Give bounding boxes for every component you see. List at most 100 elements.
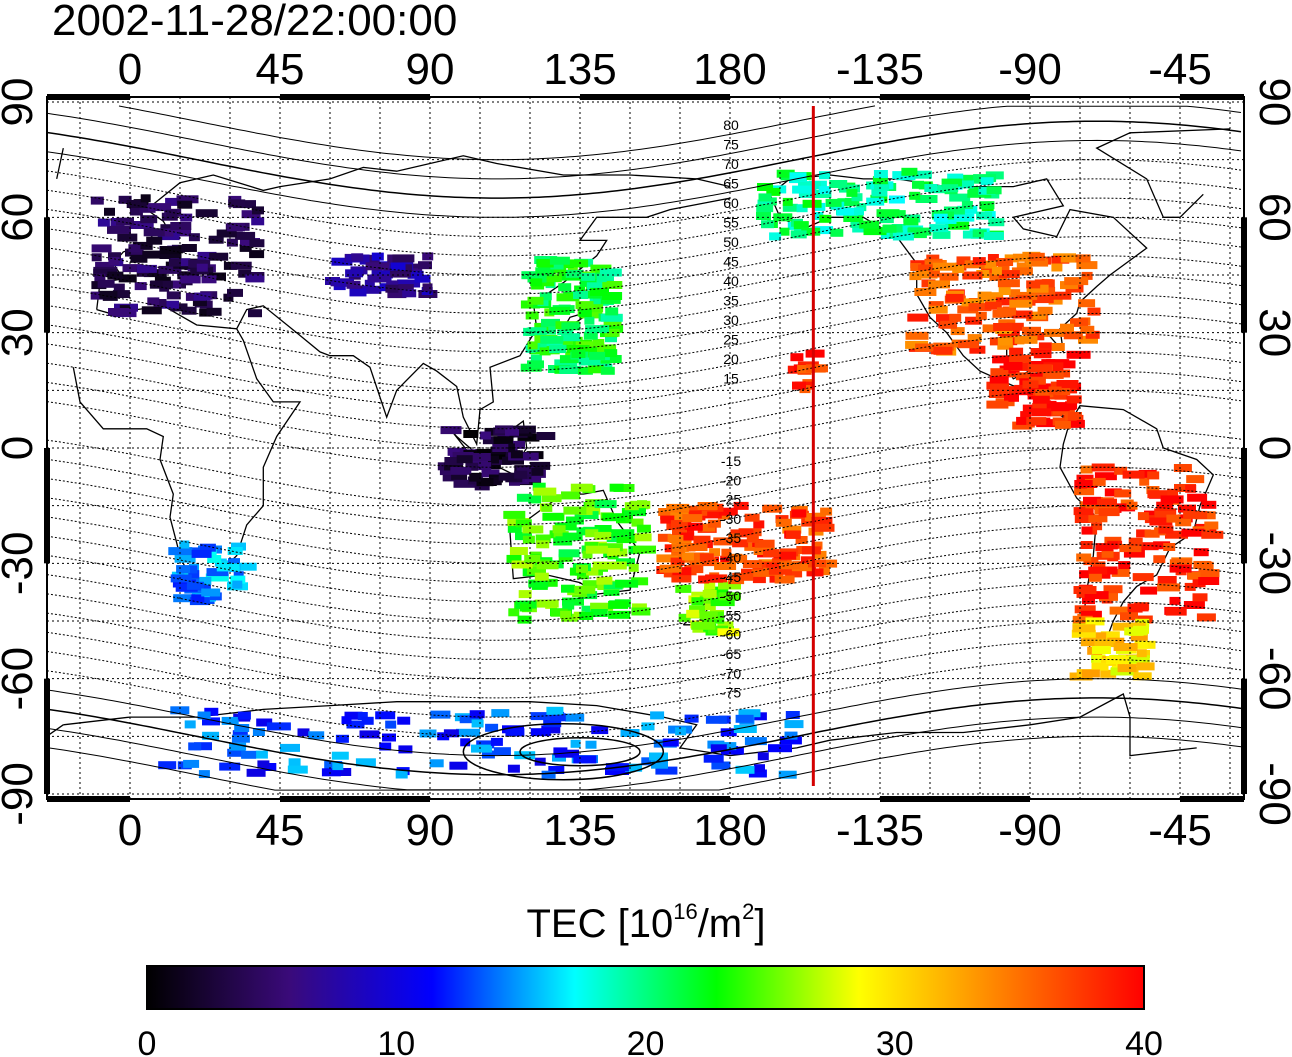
tec-cell (729, 554, 748, 563)
tec-cell (541, 326, 557, 335)
tec-cell (331, 257, 353, 266)
tec-cell (530, 712, 551, 721)
tec-cell (825, 198, 842, 207)
tec-cell (657, 533, 671, 542)
tec-cell (663, 569, 680, 578)
tec-cell (150, 280, 163, 289)
tec-cell (949, 193, 971, 202)
tec-cell (976, 211, 993, 220)
tec-cell (1165, 607, 1187, 616)
tec-cell (231, 542, 246, 551)
tec-cell (196, 263, 208, 272)
frame-bar (880, 796, 1030, 802)
tec-cell (478, 462, 492, 471)
lon-tick-bottom: 45 (256, 806, 305, 855)
tec-cell (1112, 661, 1122, 670)
tec-cell (790, 563, 814, 572)
tec-cell (792, 185, 816, 194)
tec-cell (1103, 566, 1118, 575)
tec-cell (863, 227, 887, 236)
tec-cell (766, 187, 781, 196)
tec-cell (1009, 347, 1024, 356)
tec-cell (613, 484, 635, 492)
tec-cell (1109, 606, 1128, 615)
tec-cell (988, 390, 1009, 398)
tec-cell (508, 608, 520, 617)
tec-cell (90, 196, 104, 205)
tec-cell (811, 516, 833, 525)
tec-cell (498, 472, 517, 481)
tec-cell (443, 729, 459, 738)
tec-cell (910, 263, 922, 271)
tec-cell (510, 450, 523, 459)
lat-tick-left: -60 (0, 647, 42, 711)
tec-cell (557, 327, 574, 335)
frame-bar (1241, 448, 1247, 564)
tec-cell (670, 512, 692, 521)
frame-bar (1180, 796, 1244, 802)
tec-cell (257, 760, 270, 769)
tec-cell (957, 305, 979, 314)
tec-cell (126, 200, 147, 208)
tec-cell (507, 524, 522, 533)
mlat-label: -50 (721, 588, 741, 604)
tec-cell (594, 500, 617, 509)
tec-cell (522, 525, 544, 534)
tec-cell (1080, 638, 1099, 647)
tec-cell (592, 339, 605, 347)
tec-cell (762, 504, 783, 513)
tec-cell (549, 306, 571, 315)
tec-cell (744, 513, 760, 522)
tec-cell (756, 204, 774, 213)
tec-cell (818, 567, 830, 576)
tec-cell (778, 770, 797, 779)
tec-cell (843, 214, 864, 222)
tec-cell (790, 353, 804, 362)
tec-cell (933, 342, 955, 351)
tec-cell (990, 383, 1010, 392)
mlat-label: 20 (723, 351, 739, 367)
tec-cell (1166, 514, 1181, 523)
tec-cell (1123, 549, 1145, 558)
tec-cell (670, 557, 685, 566)
tec-cell (1174, 484, 1196, 492)
tec-cell (362, 285, 382, 294)
tec-cell (698, 575, 710, 584)
tec-cell (505, 728, 525, 737)
tec-cell (227, 288, 243, 297)
tec-cell (1012, 310, 1033, 319)
tec-cell (882, 224, 897, 233)
tec-cell (699, 611, 718, 620)
tec-cell (204, 707, 219, 716)
tec-cell (701, 558, 717, 567)
tec-cell (866, 197, 885, 206)
tec-cell (266, 722, 291, 731)
tec-cell (188, 570, 200, 579)
lat-tick-right: -30 (1250, 532, 1292, 596)
tec-cell (671, 574, 692, 583)
tec-cell (578, 309, 592, 318)
tec-cell (1124, 627, 1148, 636)
tec-cell (179, 540, 190, 549)
tec-cell (505, 427, 519, 436)
tec-cell (1139, 477, 1150, 486)
tec-cell (1201, 530, 1224, 539)
tec-cell (735, 714, 754, 723)
tec-cell (418, 261, 432, 270)
tec-cell (662, 738, 679, 747)
tec-cell (785, 711, 800, 719)
tec-cell (812, 226, 834, 235)
tec-cell (718, 581, 741, 590)
tec-cell (744, 737, 767, 746)
tec-cell (910, 230, 927, 239)
tec-cell (422, 252, 434, 261)
mlat-label: 30 (723, 312, 739, 328)
lon-tick-top: 135 (543, 45, 616, 94)
tec-cell (1012, 421, 1033, 430)
tec-cell (351, 253, 364, 262)
tec-cell (549, 713, 566, 722)
tec-cell (766, 562, 783, 571)
tec-cell (1035, 389, 1054, 398)
tec-cell (720, 555, 737, 564)
tec-cell (1128, 537, 1143, 546)
